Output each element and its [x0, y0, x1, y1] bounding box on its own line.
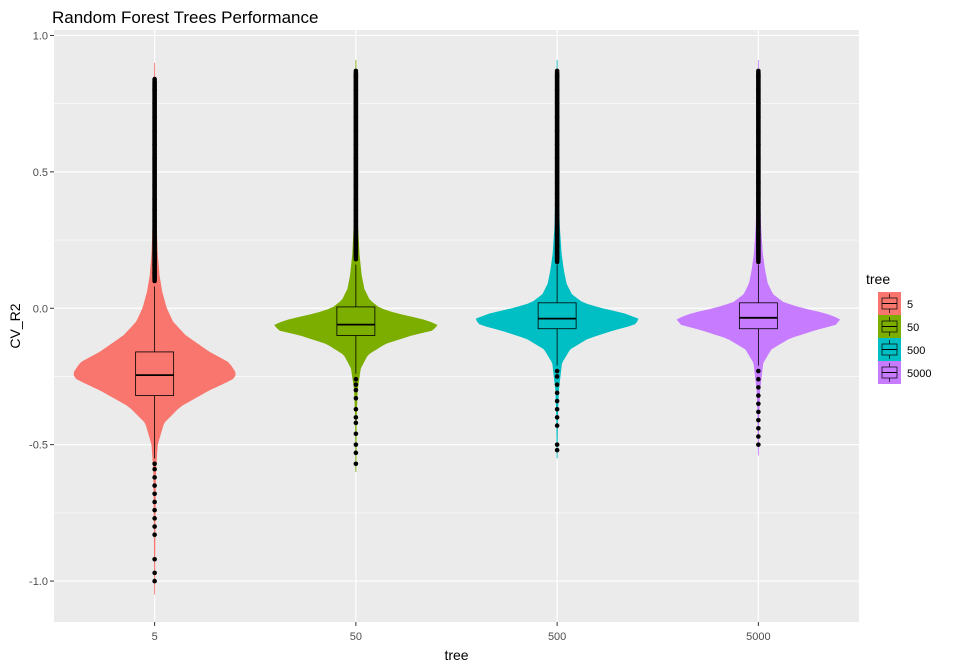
violin-group-5 — [73, 62, 236, 595]
outlier-point — [756, 376, 761, 382]
outlier-point — [353, 395, 359, 401]
outlier-point — [554, 442, 560, 447]
outlier-point — [353, 387, 359, 393]
x-tick-label: 5000 — [746, 631, 770, 643]
outlier-band — [756, 70, 761, 262]
outlier-point — [353, 420, 359, 426]
outlier-point — [554, 382, 560, 387]
outlier-point — [756, 434, 761, 439]
legend-label: 50 — [907, 322, 919, 334]
outlier-point — [554, 415, 560, 420]
outlier-point — [756, 385, 761, 390]
y-axis-title: CV_R2 — [7, 303, 23, 348]
x-tick-label: 50 — [350, 631, 362, 643]
outlier-point — [152, 461, 157, 467]
legend-key-5 — [878, 292, 901, 315]
outlier-point — [756, 426, 761, 431]
outlier-point — [756, 409, 761, 415]
y-tick-label: -1.0 — [29, 576, 48, 588]
outlier-point — [152, 483, 157, 488]
outlier-point — [353, 406, 359, 412]
x-axis-title: tree — [444, 647, 468, 663]
outlier-point — [152, 556, 157, 562]
violin-group-5000 — [676, 60, 841, 456]
outlier-point — [152, 507, 157, 513]
outlier-point — [152, 466, 157, 472]
box-5 — [135, 351, 175, 396]
violin-group-500 — [475, 60, 639, 459]
box-50 — [336, 306, 376, 336]
outlier-point — [152, 532, 157, 538]
outlier-point — [152, 475, 157, 480]
outlier-point — [152, 524, 157, 529]
chart-title: Random Forest Trees Performance — [52, 8, 318, 27]
y-tick-label: 1.0 — [33, 30, 48, 42]
outlier-point — [152, 491, 157, 497]
outlier-point — [152, 516, 157, 521]
legend-title: tree — [866, 271, 890, 287]
outlier-band — [152, 79, 157, 281]
outlier-point — [353, 382, 359, 387]
outlier-point — [353, 461, 359, 467]
outlier-point — [554, 406, 560, 412]
outlier-point — [554, 390, 560, 396]
x-tick-label: 5 — [152, 631, 158, 643]
outlier-point — [554, 374, 560, 379]
outlier-point — [353, 450, 359, 456]
legend: tree 5 50 500 5000 — [866, 271, 931, 384]
x-axis: 5 50 500 5000 — [152, 622, 771, 643]
y-tick-label: 0.5 — [33, 167, 48, 179]
outlier-point — [353, 442, 359, 447]
legend-key-500 — [878, 338, 901, 361]
y-tick-label: -0.5 — [29, 440, 48, 452]
legend-label: 5000 — [907, 368, 931, 380]
outlier-point — [152, 570, 157, 576]
violin-group-50 — [274, 60, 438, 472]
outlier-point — [152, 499, 157, 505]
outlier-point — [353, 431, 359, 437]
outlier-point — [353, 376, 359, 382]
x-tick-label: 500 — [548, 631, 566, 643]
outlier-point — [756, 368, 761, 374]
box-5000 — [738, 302, 778, 330]
outlier-point — [152, 578, 157, 584]
y-axis: -1.0 -0.5 0.0 0.5 1.0 — [29, 30, 54, 588]
legend-key-5000 — [878, 361, 901, 384]
outlier-point — [353, 415, 359, 420]
outlier-point — [756, 417, 761, 423]
outlier-point — [554, 423, 560, 428]
outlier-point — [554, 447, 560, 453]
outlier-point — [756, 401, 761, 407]
outlier-point — [554, 368, 560, 374]
outlier-point — [756, 442, 761, 447]
violins — [73, 60, 841, 595]
outlier-point — [756, 393, 761, 398]
outlier-band — [353, 70, 359, 260]
legend-label: 500 — [907, 345, 925, 357]
box-500 — [537, 302, 577, 330]
legend-key-50 — [878, 315, 901, 338]
outlier-point — [554, 398, 560, 404]
legend-label: 5 — [907, 299, 913, 311]
y-tick-label: 0.0 — [33, 303, 48, 315]
outlier-band — [554, 70, 560, 262]
